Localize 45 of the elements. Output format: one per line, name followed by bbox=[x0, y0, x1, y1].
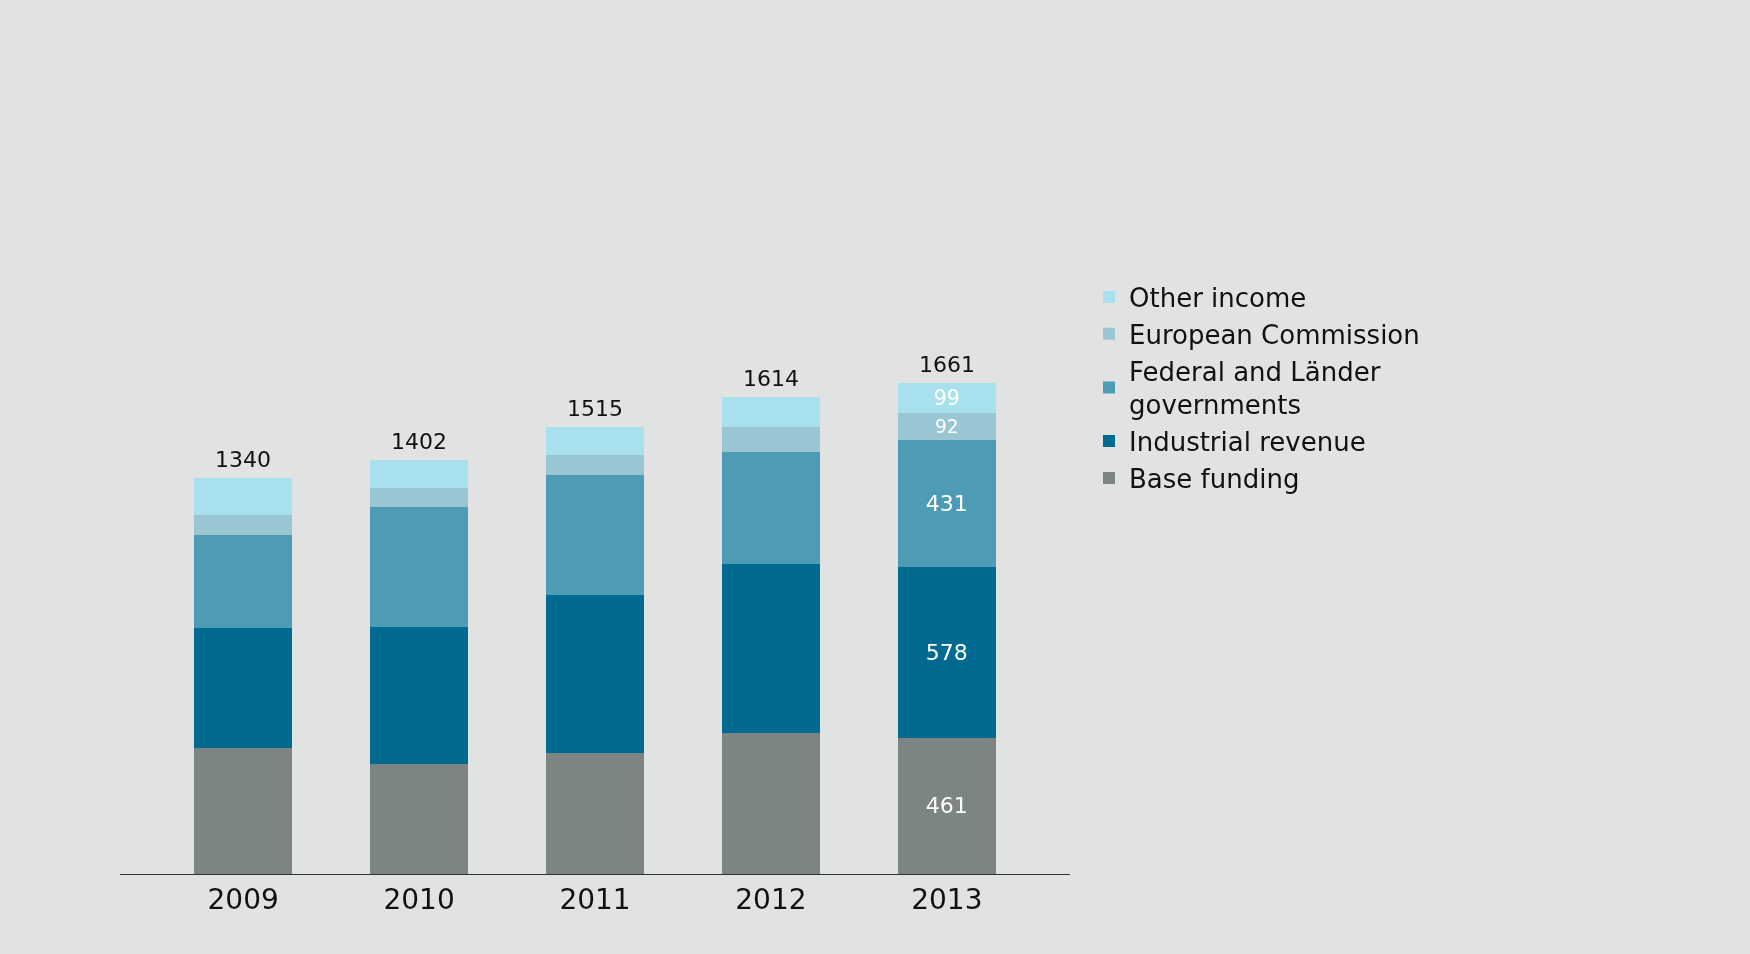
bar bbox=[545, 752, 645, 874]
bar bbox=[897, 412, 997, 440]
bar bbox=[545, 595, 645, 753]
data-label: 461 bbox=[925, 793, 968, 819]
total-label: 1402 bbox=[391, 429, 447, 454]
bar bbox=[897, 567, 997, 738]
bar bbox=[369, 627, 469, 764]
total-label: 1340 bbox=[215, 447, 271, 472]
legend-label: European Commission bbox=[1129, 319, 1420, 350]
bar bbox=[193, 748, 293, 874]
data-label: 431 bbox=[925, 490, 968, 516]
bar bbox=[545, 426, 645, 456]
bar bbox=[369, 763, 469, 874]
data-label: 578 bbox=[925, 639, 968, 665]
total-label: 1515 bbox=[567, 396, 623, 421]
x-tick-label: 2013 bbox=[911, 882, 983, 916]
total-label: 1661 bbox=[919, 352, 975, 377]
bar bbox=[193, 515, 293, 535]
bar bbox=[721, 397, 821, 427]
total-label: 1614 bbox=[743, 366, 799, 391]
bar bbox=[369, 506, 469, 628]
data-label: 92 bbox=[935, 415, 959, 437]
bar bbox=[721, 733, 821, 874]
bar bbox=[897, 383, 997, 413]
bar bbox=[369, 459, 469, 489]
bar bbox=[721, 426, 821, 453]
bar bbox=[193, 628, 293, 749]
bar bbox=[721, 452, 821, 565]
legend-label: Federal and Länder governments bbox=[1129, 356, 1381, 421]
bar bbox=[545, 455, 645, 475]
bar bbox=[897, 439, 997, 568]
legend-label: Industrial revenue bbox=[1129, 427, 1366, 458]
bar bbox=[193, 534, 293, 629]
legend-label: Other income bbox=[1129, 283, 1307, 314]
x-tick-label: 2011 bbox=[559, 882, 631, 916]
x-tick-label: 2009 bbox=[207, 882, 279, 916]
data-label: 99 bbox=[933, 386, 960, 410]
bar bbox=[193, 478, 293, 516]
x-tick-label: 2010 bbox=[383, 882, 455, 916]
bar bbox=[369, 488, 469, 507]
bar bbox=[721, 564, 821, 734]
bar bbox=[545, 474, 645, 596]
x-tick-label: 2012 bbox=[735, 882, 807, 916]
legend-label: Base funding bbox=[1129, 464, 1300, 495]
bar bbox=[897, 737, 997, 874]
